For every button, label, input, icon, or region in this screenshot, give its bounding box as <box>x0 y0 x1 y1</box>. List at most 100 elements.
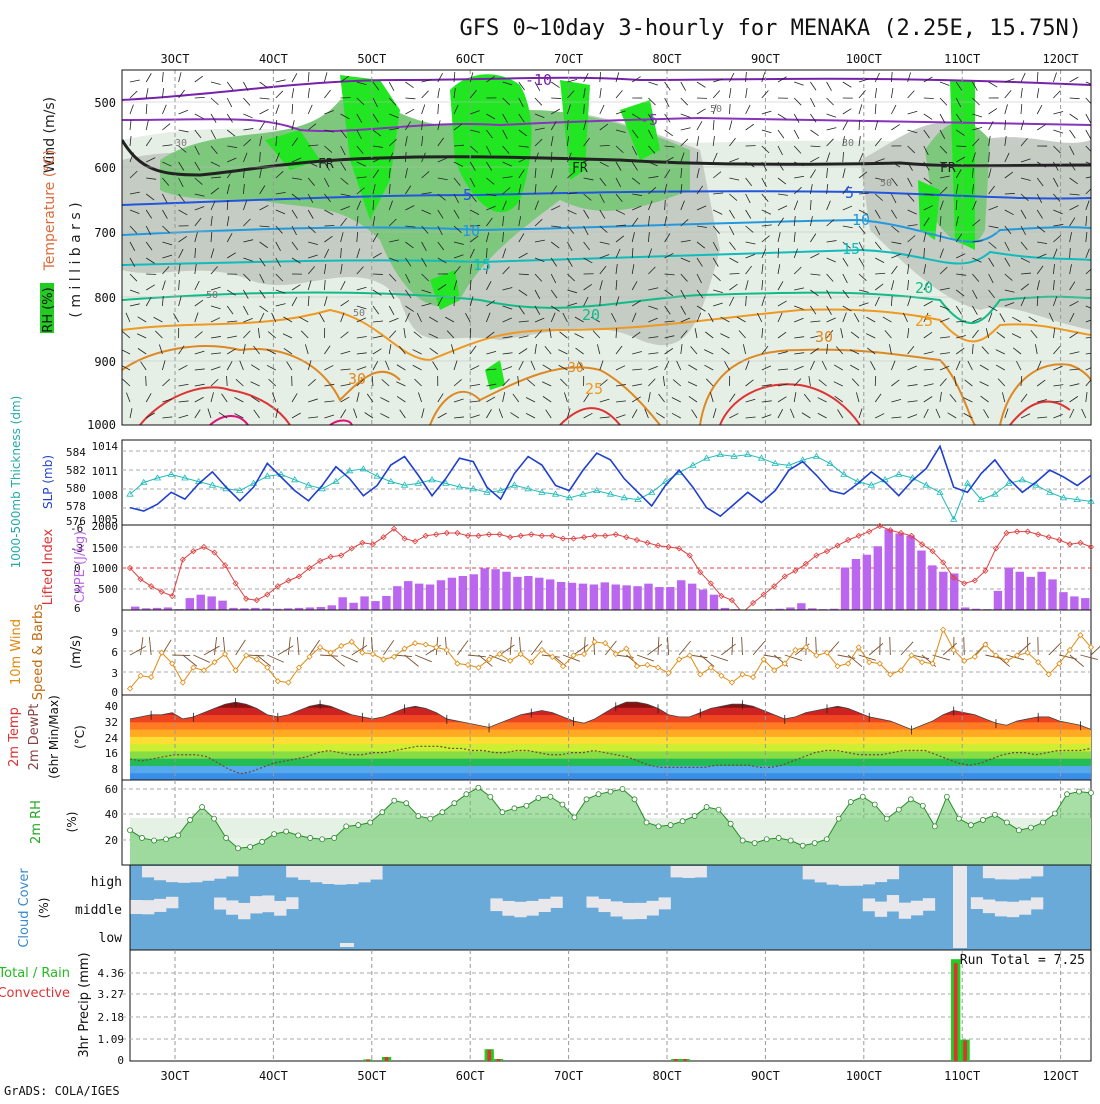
contour-label: -10 <box>525 71 552 89</box>
cape-bar <box>448 578 456 610</box>
cape-bar <box>612 585 620 611</box>
cloud-high-cell <box>1031 866 1043 876</box>
rh-tick: 20 <box>105 834 118 847</box>
cape-bar <box>502 572 510 610</box>
rh-tick: 60 <box>105 783 118 796</box>
y-axis-units-wind10m: (m/s) <box>69 635 84 669</box>
rh-point <box>764 837 769 842</box>
y-axis-title-slp: SLP (mb) <box>41 455 55 509</box>
cloud-high-cell <box>358 866 370 882</box>
y-axis-title-cloud: Cloud Cover <box>17 868 32 948</box>
cloud-mid-cell <box>526 901 538 916</box>
x-tick-label: 5OCT <box>357 1069 386 1083</box>
rh-point <box>884 816 889 821</box>
cloud-mid-cell <box>538 899 550 912</box>
cloud-high-cell <box>142 866 154 877</box>
x-tick-label: 3OCT <box>161 52 190 66</box>
cloud-mid-cell <box>611 901 623 916</box>
rh-point <box>140 835 145 840</box>
cloud-cover-panel: high middle low Cloud Cover (%) <box>17 865 1091 950</box>
x-tick-label: 10OCT <box>846 1069 882 1083</box>
rh-point <box>512 806 517 811</box>
contour-label: 50 <box>710 104 722 115</box>
y-tick-label: 500 <box>94 96 116 110</box>
cape-bar <box>371 601 379 610</box>
y-tick-label: 700 <box>94 226 116 240</box>
contour-label: FR <box>318 157 334 172</box>
temp2m-panel: 40 32 24 16 8 2m Temp 2m DewPt (6hr Min/… <box>7 695 1091 781</box>
rh-point <box>632 797 637 802</box>
rh-point <box>548 794 553 799</box>
cape-bar <box>885 529 893 610</box>
cape-bar <box>349 603 357 610</box>
cape-bar <box>1005 568 1013 611</box>
cape-bar <box>404 581 412 610</box>
temp-band <box>130 765 1091 773</box>
contour-label: 10 <box>852 211 870 229</box>
rh-point <box>908 797 913 802</box>
cloud-high-cell <box>190 866 202 882</box>
rh-point <box>248 844 253 849</box>
cloud-high-cell <box>1007 866 1019 880</box>
precip-conv-bar <box>963 1040 967 1061</box>
contour-label: 50 <box>206 290 218 301</box>
rh-point <box>716 807 721 812</box>
precip-tick: 1.09 <box>98 1033 125 1046</box>
cloud-high-cell <box>298 866 310 880</box>
y-axis-title-mb: ( m i l l i b a r s ) <box>68 202 84 317</box>
cloud-mid-cell <box>1031 897 1043 909</box>
rh-point <box>440 810 445 815</box>
rh-point <box>920 803 925 808</box>
precip-conv-bar <box>366 1059 370 1061</box>
temp-band <box>130 744 1091 752</box>
rh-point <box>872 802 877 807</box>
cape-bar <box>131 607 139 610</box>
rh-point <box>404 801 409 806</box>
rh-point <box>152 838 157 843</box>
y-axis-title-temp: Temperature (°C) <box>42 150 58 272</box>
cloud-high-cell <box>827 866 839 885</box>
cloud-mid-cell <box>154 899 166 912</box>
cloud-high-cell <box>286 866 298 877</box>
cape-tick: 500 <box>98 583 118 596</box>
cloud-mid-cell <box>130 900 142 914</box>
cloud-low-cell <box>953 866 967 948</box>
y-axis-title-rh2m: 2m RH <box>29 800 44 844</box>
contour-label: 30 <box>842 138 854 149</box>
x-tick-label: 9OCT <box>751 52 780 66</box>
y-axis-title-minmax: (6hr Min/Max) <box>47 695 61 779</box>
rh-point <box>644 820 649 825</box>
cape-bar <box>655 587 663 610</box>
contour-label: 5 <box>845 184 854 202</box>
cape-tick: 1000 <box>92 562 119 575</box>
rh-point <box>1004 820 1009 825</box>
cape-bar <box>1059 592 1067 610</box>
cape-bar <box>797 603 805 610</box>
cloud-mid-cell <box>166 897 178 908</box>
cloud-mid-cell <box>1007 902 1019 917</box>
cloud-mid-cell <box>923 898 935 911</box>
rh-point <box>1052 811 1057 816</box>
cape-bar <box>360 596 368 610</box>
y-tick-label: 600 <box>94 161 116 175</box>
page-title: GFS 0~10day 3-hourly for MENAKA (2.25E, … <box>459 16 1082 41</box>
rh-point <box>332 835 337 840</box>
cloud-high-cell <box>863 866 875 884</box>
x-tick-label: 5OCT <box>357 52 386 66</box>
cape-bar <box>710 595 718 610</box>
temp-band <box>130 722 1091 730</box>
cape-bar <box>546 579 554 610</box>
cape-bar <box>939 572 947 610</box>
rh-point <box>860 794 865 799</box>
cloud-mid-cell <box>214 898 226 910</box>
x-tick-label: 12OCT <box>1043 52 1079 66</box>
rh-point <box>356 823 361 828</box>
precip-conv-bar <box>954 963 958 1061</box>
slp-tick: 1011 <box>92 465 119 478</box>
temp-tick: 16 <box>105 747 118 760</box>
cape-bar <box>863 555 871 610</box>
wind10m-panel: 9 6 3 0 10m Wind Speed & Barbs (m/s) <box>9 604 1100 701</box>
rh-point <box>272 832 277 837</box>
cloud-mid-cell <box>875 902 887 917</box>
